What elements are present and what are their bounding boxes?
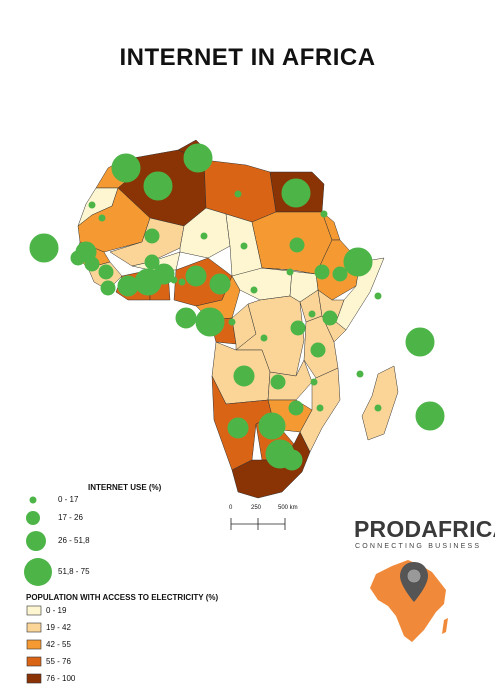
legend-circle-3 <box>26 531 46 551</box>
legend-circle-4 <box>24 558 52 586</box>
circle-cameroon <box>209 273 231 295</box>
circle-algeria <box>143 171 173 201</box>
circle-burkina-faso <box>144 254 160 270</box>
circle-mozambique <box>316 404 324 412</box>
circle-western-sahara <box>88 201 96 209</box>
electricity-legend-label-3: 42 - 55 <box>46 640 71 649</box>
logo-madagascar <box>442 618 448 634</box>
circle-djibouti <box>332 266 348 282</box>
legend-circle-1 <box>29 496 37 504</box>
circle-somalia <box>343 247 373 277</box>
circle-morocco <box>111 153 141 183</box>
circle-gambia <box>70 250 86 266</box>
legend-circle-2 <box>26 511 40 525</box>
internet-legend-label-3: 26 - 51,8 <box>58 536 90 545</box>
circle-sierra-leone <box>100 280 116 296</box>
scale-label-250: 250 <box>251 505 262 511</box>
internet-legend-title: INTERNET USE (%) <box>88 483 162 492</box>
brand-name: PRODAFRICA <box>354 516 495 542</box>
circle-mauritius <box>415 401 445 431</box>
swatch-3 <box>26 639 42 650</box>
circle-niger <box>200 232 208 240</box>
circle-rwanda <box>290 320 306 336</box>
circle-congo <box>228 318 236 326</box>
circle-tanzania <box>310 342 326 358</box>
circle-mauritania <box>98 214 106 222</box>
circle-guinea <box>98 264 114 280</box>
circle-eritrea <box>320 210 328 218</box>
circle-sao-tome <box>175 307 197 329</box>
brand-tagline: CONNECTING BUSINESS <box>355 543 482 550</box>
circle-namibia <box>227 417 249 439</box>
circle-benin <box>178 278 186 286</box>
map-pin-dot-icon <box>406 568 422 584</box>
circle-uganda <box>308 310 316 318</box>
electricity-legend-label-5: 76 - 100 <box>46 674 76 683</box>
circle-comoros <box>356 370 364 378</box>
circle-lesotho <box>281 449 303 471</box>
circle-togo <box>170 276 178 284</box>
map-title: INTERNET IN AFRICA <box>119 44 376 71</box>
internet-legend-label-1: 0 - 17 <box>58 495 79 504</box>
circle-mali <box>144 228 160 244</box>
internet-legend-label-4: 51,8 - 75 <box>58 567 90 576</box>
circle-seychelles <box>405 327 435 357</box>
country-regions <box>75 139 399 499</box>
circle-gabon <box>195 307 225 337</box>
circle-drc <box>260 334 268 342</box>
electricity-legend-swatches <box>26 605 42 684</box>
internet-legend-swatches <box>24 496 52 586</box>
electricity-legend-label-2: 19 - 42 <box>46 623 71 632</box>
circle-ethiopia <box>314 264 330 280</box>
electricity-legend-label-4: 55 - 76 <box>46 657 71 666</box>
circle-libya <box>234 190 242 198</box>
circle-angola <box>233 365 255 387</box>
circle-botswana <box>258 412 286 440</box>
swatch-1 <box>26 605 42 616</box>
swatch-4 <box>26 656 42 667</box>
circle-guinea-bissau <box>84 256 100 272</box>
circle-car <box>250 286 258 294</box>
electricity-legend-title: POPULATION WITH ACCESS TO ELECTRICITY (%… <box>26 593 219 602</box>
internet-use-circles <box>29 143 445 471</box>
swatch-5 <box>26 673 42 684</box>
circle-madagascar <box>374 404 382 412</box>
circle-malawi <box>310 378 318 386</box>
circle-kenya <box>322 310 338 326</box>
circle-cape-verde <box>29 233 59 263</box>
circle-south-sudan <box>286 268 294 276</box>
scale-label-0: 0 <box>229 505 233 511</box>
circle-chad <box>240 242 248 250</box>
circle-nigeria <box>185 265 207 287</box>
electricity-legend-label-1: 0 - 19 <box>46 606 67 615</box>
internet-legend-label-2: 17 - 26 <box>58 513 83 522</box>
circle-egypt <box>281 178 311 208</box>
swatch-2 <box>26 622 42 633</box>
circle-sudan <box>289 237 305 253</box>
brand-logo <box>370 560 448 642</box>
circle-zimbabwe <box>288 400 304 416</box>
circle-zambia <box>270 374 286 390</box>
circle-ghana <box>153 263 175 285</box>
scale-bar <box>230 518 286 530</box>
scale-label-500: 500 km <box>278 505 298 511</box>
circle-tunisia <box>183 143 213 173</box>
region-madagascar <box>361 365 399 441</box>
circle-somalia-south <box>374 292 382 300</box>
